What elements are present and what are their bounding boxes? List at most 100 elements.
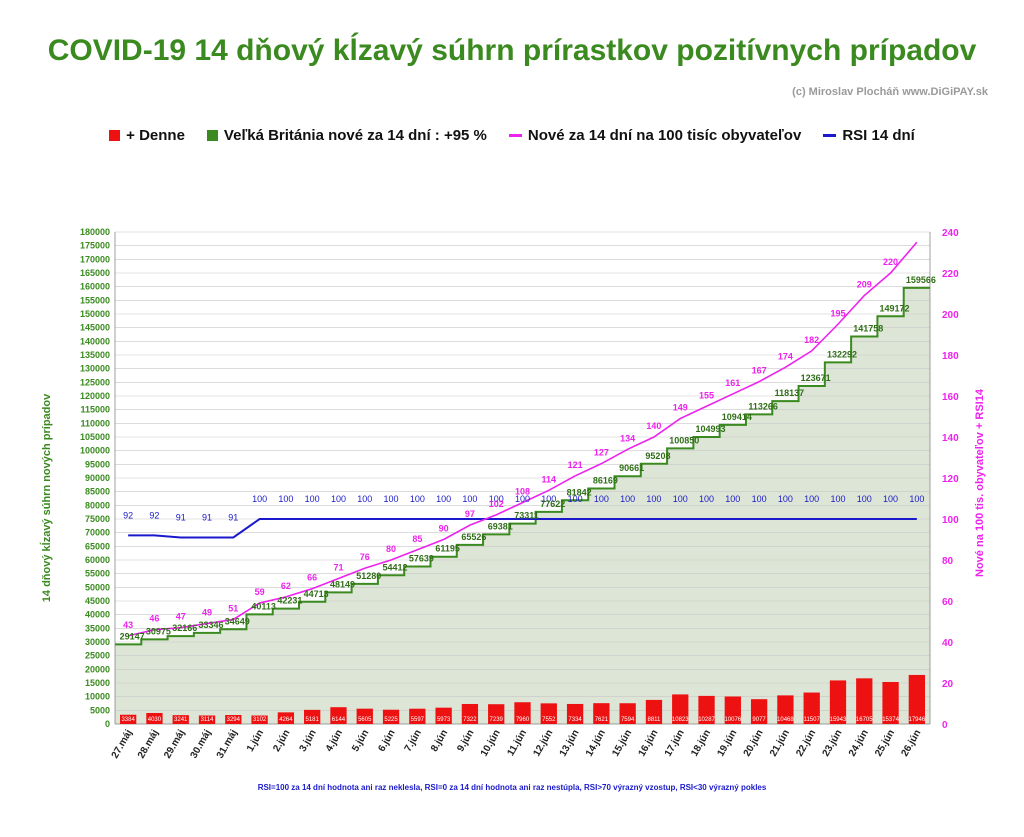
legend-swatch-per100k xyxy=(508,134,522,137)
rsi-label: 100 xyxy=(830,494,845,504)
y-tick-label: 15000 xyxy=(85,678,110,688)
x-tick-label: 31.máj xyxy=(215,728,240,761)
rsi-label: 100 xyxy=(646,494,661,504)
y2-tick-label: 240 xyxy=(942,228,959,239)
per100k-label: 114 xyxy=(542,474,557,484)
cumulative-label: 132292 xyxy=(827,349,857,359)
y-axis-title: 14 dňový kĺzavý súhrn nových prípadov xyxy=(39,393,53,602)
y-tick-label: 145000 xyxy=(80,323,110,333)
per100k-label: 90 xyxy=(439,524,449,534)
y-tick-label: 100000 xyxy=(80,446,110,456)
y-tick-label: 170000 xyxy=(80,254,110,264)
rsi-label: 100 xyxy=(857,494,872,504)
rsi-label: 100 xyxy=(909,494,924,504)
y2-tick-label: 20 xyxy=(942,679,954,690)
cumulative-step-line xyxy=(115,286,930,646)
x-tick-label: 20.jún xyxy=(742,728,766,759)
rsi-label: 92 xyxy=(149,510,159,520)
daily-bar xyxy=(330,707,347,724)
per100k-label: 49 xyxy=(202,608,212,618)
rsi-label: 100 xyxy=(331,494,346,504)
cumulative-label: 123671 xyxy=(801,373,831,383)
cumulative-label: 90661 xyxy=(619,463,644,473)
rsi-label: 100 xyxy=(384,494,399,504)
per100k-label: 43 xyxy=(123,620,133,630)
daily-bar-label: 5605 xyxy=(358,717,372,723)
cumulative-label: 118137 xyxy=(775,388,805,398)
y2-tick-label: 200 xyxy=(942,310,959,321)
x-tick-label: 22.jún xyxy=(794,728,818,759)
per100k-label: 167 xyxy=(752,366,767,376)
per100k-label: 127 xyxy=(594,448,609,458)
per100k-label: 155 xyxy=(699,390,714,400)
cumulative-label: 40113 xyxy=(251,601,276,611)
per100k-label: 97 xyxy=(465,509,475,519)
rsi-label: 91 xyxy=(176,512,186,522)
rsi-label: 100 xyxy=(410,494,425,504)
per100k-label: 220 xyxy=(883,257,898,267)
cumulative-label: 95208 xyxy=(645,451,670,461)
daily-bar xyxy=(672,694,689,724)
daily-bar xyxy=(356,708,373,724)
x-tick-label: 16.jún xyxy=(637,728,661,759)
daily-bar xyxy=(409,708,426,724)
per100k-label: 62 xyxy=(281,581,291,591)
y-tick-label: 90000 xyxy=(85,473,110,483)
rsi-label: 100 xyxy=(541,494,556,504)
cumulative-label: 81842 xyxy=(567,487,592,497)
daily-bar-label: 15943 xyxy=(830,717,847,723)
daily-bar-label: 3384 xyxy=(121,717,135,723)
x-tick-label: 21.jún xyxy=(768,728,792,759)
x-tick-label: 29.máj xyxy=(162,728,187,761)
legend-swatch-cumulative xyxy=(206,130,218,141)
daily-bar xyxy=(829,680,847,724)
y2-tick-label: 180 xyxy=(942,351,959,362)
cumulative-label: 159566 xyxy=(906,275,936,285)
y-tick-label: 150000 xyxy=(80,309,110,319)
daily-bar-label: 3114 xyxy=(201,717,215,723)
daily-bar xyxy=(645,699,663,724)
cumulative-label: 34649 xyxy=(225,616,250,626)
y-tick-label: 10000 xyxy=(85,692,110,702)
legend-label-daily: + Denne xyxy=(126,127,185,144)
per100k-label: 102 xyxy=(489,499,504,509)
y-tick-label: 35000 xyxy=(85,623,110,633)
daily-bar-label: 7960 xyxy=(516,717,530,723)
daily-bar xyxy=(146,712,163,724)
y-tick-label: 20000 xyxy=(85,664,110,674)
x-tick-label: 4.jún xyxy=(324,728,345,754)
per100k-label: 121 xyxy=(568,460,583,470)
cumulative-label: 141758 xyxy=(853,324,883,334)
per100k-label: 134 xyxy=(620,433,635,443)
daily-bar-label: 3102 xyxy=(253,717,267,723)
rsi-label: 100 xyxy=(462,494,477,504)
legend-label-rsi: RSI 14 dní xyxy=(842,127,915,144)
per100k-label: 46 xyxy=(149,614,159,624)
cumulative-label: 100850 xyxy=(669,435,699,445)
copyright-note: (c) Miroslav Plocháň www.DiGiPAY.sk xyxy=(792,86,988,98)
per100k-label: 209 xyxy=(857,280,872,290)
cumulative-label: 69381 xyxy=(488,521,513,531)
x-tick-label: 27.máj xyxy=(110,728,135,761)
x-tick-label: 26.jún xyxy=(899,728,923,759)
daily-bar-label: 7239 xyxy=(490,717,504,723)
legend-swatch-rsi xyxy=(823,134,837,137)
cumulative-label: 73311 xyxy=(514,511,539,521)
y-tick-label: 110000 xyxy=(80,418,110,428)
rsi-label: 100 xyxy=(725,494,740,504)
cumulative-label: 54412 xyxy=(383,562,408,572)
per100k-label: 161 xyxy=(725,378,740,388)
per100k-line xyxy=(127,241,918,637)
y-tick-label: 75000 xyxy=(85,514,110,524)
y2-tick-label: 140 xyxy=(942,433,959,444)
y2-tick-label: 120 xyxy=(942,474,959,485)
daily-bar-label: 7334 xyxy=(568,717,582,723)
cumulative-label: 29147 xyxy=(120,631,145,641)
y-tick-label: 95000 xyxy=(85,459,110,469)
cumulative-label: 61195 xyxy=(435,544,460,554)
x-tick-label: 9.jún xyxy=(455,728,476,754)
y-tick-label: 105000 xyxy=(80,432,110,442)
per100k-label: 174 xyxy=(778,351,793,361)
y-tick-label: 135000 xyxy=(80,350,110,360)
